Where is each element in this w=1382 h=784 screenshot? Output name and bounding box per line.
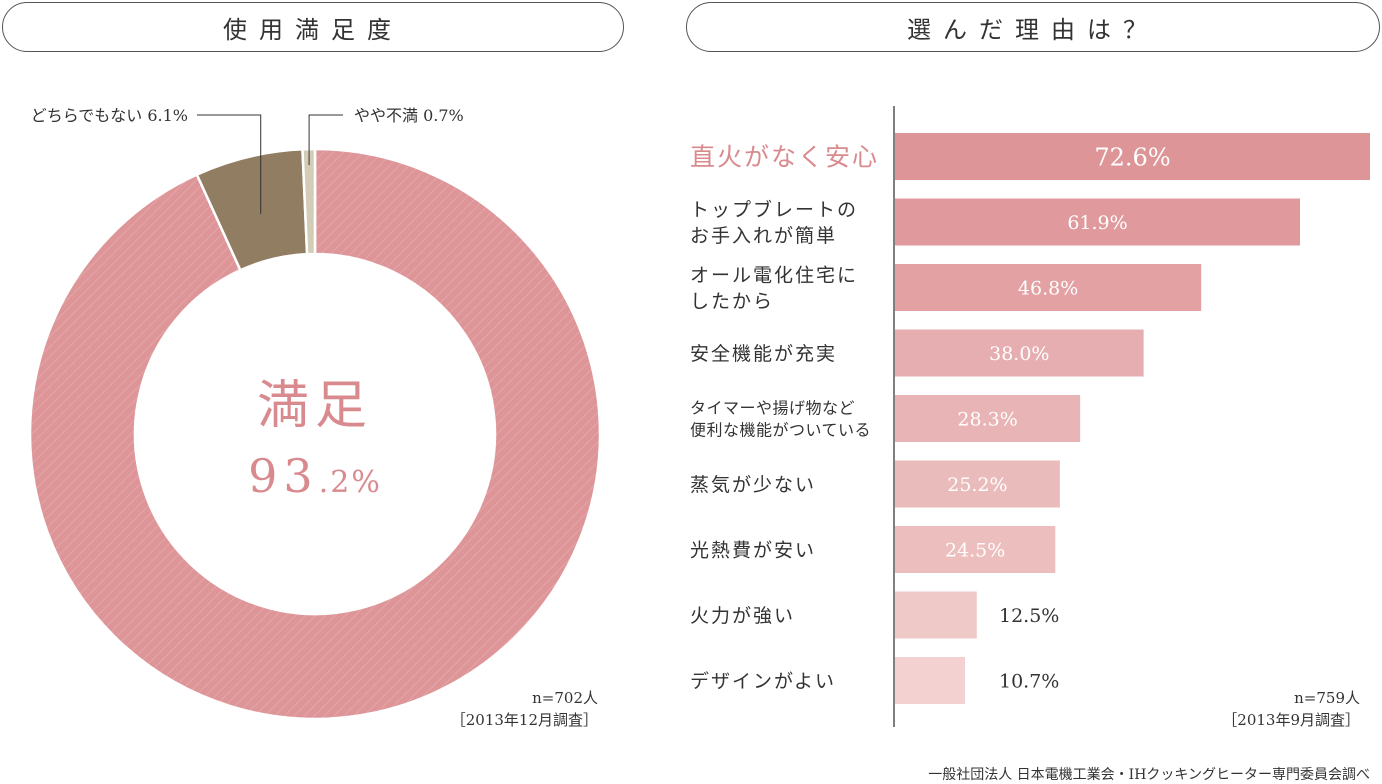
donut-label-unsatisfied: やや不満 0.7%	[354, 106, 464, 125]
donut-chart: どちらでもない 6.1% やや不満 0.7% 満足 93.2%	[28, 106, 602, 721]
bar-sample-size: n=759人 ［2013年9月調査］	[1222, 687, 1360, 731]
bar-category-label: 直火がなく安心	[690, 143, 879, 172]
bar	[895, 460, 1060, 508]
bar	[895, 591, 977, 639]
donut-slice	[301, 147, 317, 256]
bar-value-label: 61.9%	[1067, 212, 1127, 234]
bar-category-label: デザインがよい	[690, 670, 836, 692]
bar-value-label: 46.8%	[1018, 278, 1078, 300]
bar	[895, 395, 1081, 442]
bar-value-label: 38.0%	[989, 343, 1049, 365]
bar	[895, 264, 1202, 311]
bar	[895, 329, 1144, 377]
bar-category-label: 蒸気が少ない	[690, 474, 816, 496]
bar-category-label: トップブレートのお手入れが簡単	[690, 198, 858, 247]
bar-category-label: オール電化住宅にしたから	[690, 264, 858, 312]
donut-center-value: 93.2%	[248, 449, 382, 503]
bar-n: n=759人	[1294, 689, 1360, 707]
bar-survey-date: ［2013年9月調査］	[1222, 711, 1360, 729]
bar	[895, 526, 1056, 573]
bar-category-label: 光熱費が安い	[690, 539, 816, 561]
satisfaction-heading: 使用満足度	[2, 2, 624, 52]
donut-sample-size: n=702人 ［2013年12月調査］	[451, 687, 598, 731]
bar	[895, 198, 1300, 246]
bar-value-label: 12.5%	[999, 605, 1059, 627]
bar-value-label: 28.3%	[957, 409, 1017, 431]
donut-center-label: 満足	[257, 376, 373, 436]
donut-label-neutral: どちらでもない 6.1%	[31, 106, 188, 125]
reasons-heading: 選んだ理由は？	[686, 2, 1380, 52]
donut-n: n=702人	[532, 689, 598, 707]
leader-line-unsatisfied	[308, 114, 343, 166]
source-note: 一般社団法人 日本電機工業会・IHクッキングヒーター専門委員会調べ	[928, 767, 1370, 783]
bar-value-label: 72.6%	[1094, 144, 1170, 172]
bar-value-label: 25.2%	[947, 474, 1007, 496]
donut-survey-date: ［2013年12月調査］	[450, 711, 598, 729]
donut-slice-hatch	[30, 149, 601, 719]
leader-line-neutral	[197, 114, 262, 214]
bar-category-label: タイマーや揚げ物など便利な機能がついている	[690, 398, 871, 439]
bar	[895, 133, 1370, 180]
bar-value-label: 24.5%	[945, 540, 1005, 562]
bar-chart: 72.6% 直火がなく安心 61.9% トップブレートのお手入れが簡単 46.8% オール…	[690, 106, 1370, 727]
bar-category-label: 安全機能が充実	[690, 343, 837, 365]
bar-value-label: 10.7%	[999, 671, 1059, 693]
bar-category-label: 火力が強い	[690, 605, 795, 627]
bar	[895, 657, 966, 704]
